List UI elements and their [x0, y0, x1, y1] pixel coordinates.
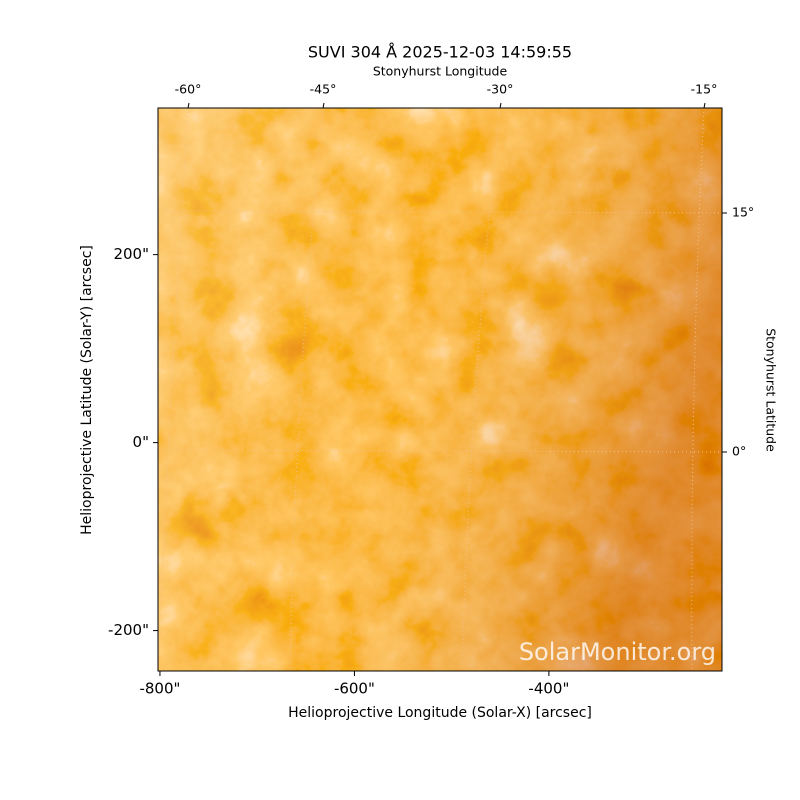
x-tick-label: -600" — [334, 680, 375, 698]
right-tick-label: 0° — [732, 444, 746, 459]
plot-frame — [157, 107, 723, 672]
watermark: SolarMonitor.org — [519, 638, 716, 666]
right-axis-label: Stonyhurst Latitude — [764, 328, 779, 452]
top-tick-label: -60° — [175, 82, 202, 97]
top-tick-label: -30° — [487, 82, 514, 97]
y-tick-label: 0" — [133, 433, 149, 451]
top-tick-label: -45° — [310, 82, 337, 97]
y-axis-label: Helioprojective Latitude (Solar-Y) [arcs… — [79, 245, 95, 535]
y-tick-label: 200" — [113, 245, 149, 263]
top-axis-label: Stonyhurst Longitude — [373, 64, 508, 79]
x-tick-label: -800" — [139, 680, 180, 698]
solar-image — [158, 108, 722, 671]
chart-title: SUVI 304 Å 2025-12-03 14:59:55 — [308, 43, 572, 62]
top-tick-label: -15° — [691, 82, 718, 97]
y-tick-label: -200" — [108, 621, 149, 639]
x-tick-label: -400" — [528, 680, 569, 698]
x-axis-label: Helioprojective Longitude (Solar-X) [arc… — [288, 705, 592, 721]
top-tick — [703, 102, 706, 109]
top-tick — [499, 102, 502, 109]
top-tick — [187, 102, 190, 109]
top-tick — [322, 102, 325, 109]
right-tick-label: 15° — [732, 205, 754, 220]
